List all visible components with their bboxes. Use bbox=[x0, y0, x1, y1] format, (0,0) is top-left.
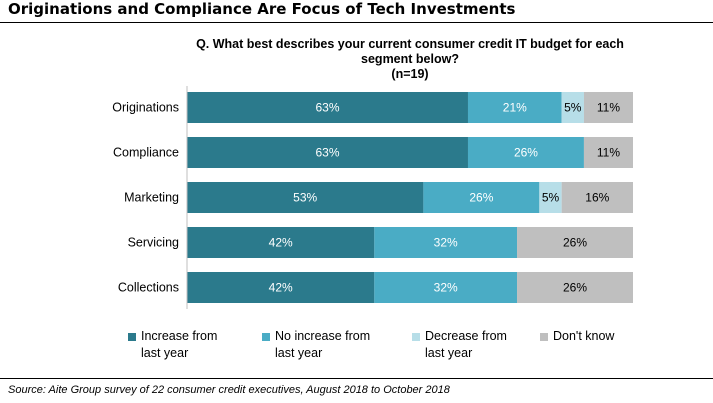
page-title: Originations and Compliance Are Focus of… bbox=[8, 0, 516, 18]
bar-segment bbox=[374, 227, 518, 258]
bar-segment bbox=[517, 227, 633, 258]
bar-segment bbox=[187, 182, 424, 213]
legend-swatch bbox=[262, 333, 270, 341]
category-label: Originations bbox=[112, 101, 179, 115]
data-label: 42% bbox=[269, 281, 293, 295]
data-label: 26% bbox=[563, 281, 587, 295]
data-label: 11% bbox=[597, 101, 620, 115]
bar-segment bbox=[374, 272, 518, 303]
chart-question-line-1: Q. What best describes your current cons… bbox=[196, 37, 624, 51]
legend-label: Decrease from last year bbox=[425, 329, 507, 360]
bar-segment bbox=[187, 272, 375, 303]
bar-segment bbox=[187, 92, 468, 123]
legend-item: No increase from last year bbox=[262, 328, 370, 362]
bar-segment bbox=[187, 227, 375, 258]
chart-question-line-2: segment below? bbox=[361, 52, 459, 66]
data-label: 63% bbox=[315, 146, 339, 160]
data-label: 11% bbox=[597, 146, 620, 160]
category-label: Collections bbox=[118, 281, 179, 295]
data-label: 32% bbox=[434, 236, 458, 250]
bar-segment bbox=[423, 182, 540, 213]
bar-segment bbox=[467, 137, 584, 168]
legend-swatch bbox=[412, 333, 420, 341]
legend-label: No increase from last year bbox=[275, 329, 371, 360]
data-label: 63% bbox=[315, 101, 339, 115]
category-label: Marketing bbox=[124, 191, 179, 205]
data-label: 5% bbox=[564, 101, 582, 115]
category-label: Compliance bbox=[113, 146, 179, 160]
source-note: Source: Aite Group survey of 22 consumer… bbox=[8, 384, 450, 396]
data-label: 16% bbox=[585, 191, 609, 205]
bar-segment bbox=[583, 92, 633, 123]
data-label: 26% bbox=[563, 236, 587, 250]
bar-segment bbox=[187, 137, 468, 168]
bar-segment bbox=[583, 137, 633, 168]
data-label: 21% bbox=[503, 101, 527, 115]
bar-segment bbox=[517, 272, 633, 303]
data-label: 26% bbox=[514, 146, 538, 160]
data-label: 32% bbox=[434, 281, 458, 295]
data-label: 53% bbox=[293, 191, 317, 205]
legend-swatch bbox=[128, 333, 136, 341]
legend-swatch bbox=[540, 333, 548, 341]
bar-segment bbox=[561, 92, 584, 123]
legend-label: Don't know bbox=[553, 329, 615, 343]
bar-segment bbox=[539, 182, 562, 213]
bar-segment bbox=[467, 92, 562, 123]
stacked-bar-chart: Originations 63% 21% 5% 11% Compliance 63% 26% 1… bbox=[112, 86, 633, 309]
data-label: 42% bbox=[269, 236, 293, 250]
legend-item: Increase from last year bbox=[128, 328, 217, 362]
chart-question-sample-size: (n=19) bbox=[391, 67, 429, 81]
data-label: 26% bbox=[469, 191, 493, 205]
legend-item: Don't know bbox=[540, 328, 614, 345]
title-divider bbox=[0, 22, 713, 23]
category-label: Servicing bbox=[128, 236, 179, 250]
source-divider bbox=[0, 378, 713, 379]
legend-item: Decrease from last year bbox=[412, 328, 507, 362]
data-label: 5% bbox=[542, 191, 560, 205]
bar-segment bbox=[561, 182, 633, 213]
legend-label: Increase from last year bbox=[141, 329, 218, 360]
